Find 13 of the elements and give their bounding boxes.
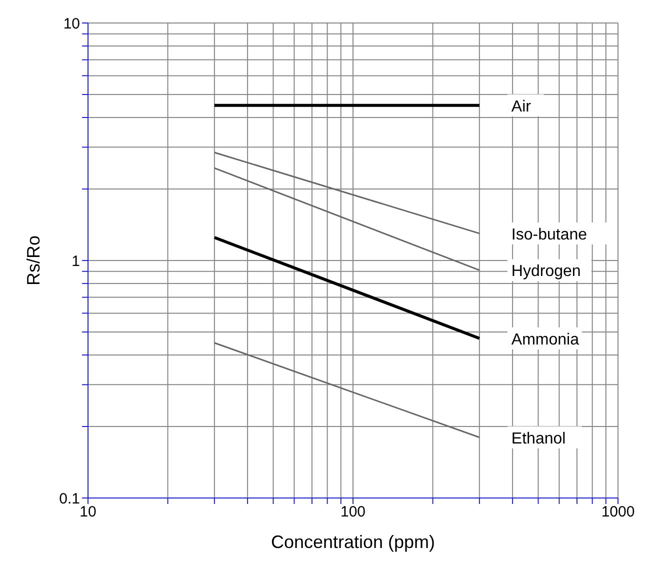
x-tick-label: 1000	[601, 504, 635, 521]
x-tick-label: 100	[340, 504, 366, 521]
y-tick-label: 0.1	[59, 490, 80, 508]
text: Hydrogen	[511, 263, 581, 280]
y-tick-label: 1	[72, 252, 80, 270]
text: Ethanol	[511, 430, 566, 448]
y-tick-label: 10	[63, 15, 80, 32]
x-axis-title: Concentration (ppm)	[270, 532, 436, 552]
y-axis-title: Rs/Ro	[23, 235, 44, 286]
x-tick-label: 10	[80, 504, 96, 521]
text: Ammonia	[511, 331, 580, 348]
text: Air	[511, 98, 532, 116]
text: Iso-butane	[511, 226, 588, 244]
